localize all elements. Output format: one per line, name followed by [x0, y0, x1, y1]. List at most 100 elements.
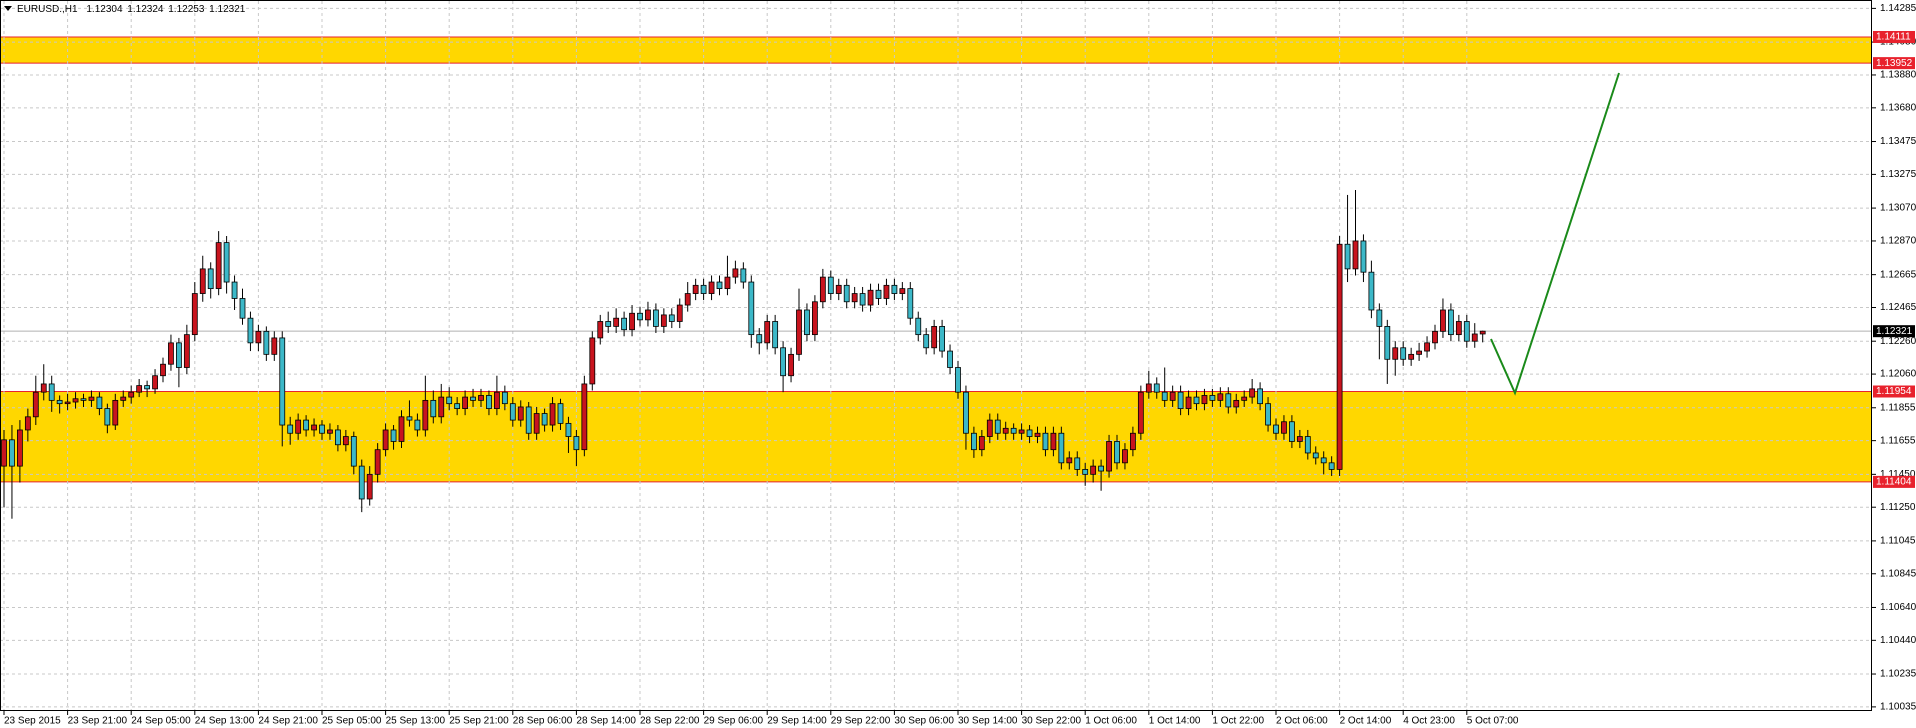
candle-body — [796, 309, 802, 355]
candle-body — [939, 326, 945, 352]
candle-body — [1122, 449, 1128, 464]
candle-body — [168, 342, 174, 365]
candle-body — [303, 419, 310, 431]
candle-body — [199, 268, 206, 294]
x-tick-label: 25 Sep 13:00 — [386, 716, 446, 727]
candle-body — [764, 321, 771, 344]
candle-body — [1082, 469, 1089, 475]
candle-body — [581, 383, 588, 451]
candle-body — [517, 406, 524, 421]
candle-body — [358, 465, 365, 500]
x-tick-label: 28 Sep 06:00 — [513, 716, 573, 727]
chart-header: EURUSD.,H1 1.12304 1.12324 1.12253 1.123… — [17, 4, 246, 15]
x-tick-label: 24 Sep 05:00 — [131, 716, 191, 727]
candle-body — [565, 422, 572, 437]
candle-body — [1281, 421, 1287, 434]
candle-body — [867, 289, 874, 306]
candle-body — [1098, 465, 1104, 472]
x-tick-label: 25 Sep 21:00 — [449, 716, 509, 727]
candle-body — [597, 321, 604, 339]
candle-body — [1050, 432, 1057, 451]
x-tick-label: 29 Sep 22:00 — [831, 716, 891, 727]
price-tag-label: 1.11404 — [1876, 477, 1912, 488]
candle-body — [971, 432, 977, 451]
candle-body — [843, 284, 850, 303]
candle-body — [327, 429, 333, 434]
candle-body — [160, 363, 166, 377]
candle-body — [478, 395, 484, 401]
zone — [0, 36, 1872, 64]
candle-body — [1106, 441, 1112, 472]
y-tick-label: 1.12465 — [1880, 302, 1916, 313]
candle-body — [748, 281, 755, 336]
symbol: EURUSD.,H1 — [17, 4, 78, 15]
y-tick-label: 1.11655 — [1880, 435, 1916, 446]
candle-body — [1360, 240, 1367, 273]
candle-body — [207, 268, 214, 290]
candle-body — [1018, 429, 1025, 434]
candle-body — [334, 429, 341, 446]
candle-body — [128, 391, 135, 398]
candle-body — [557, 403, 564, 424]
candle-body — [1217, 393, 1224, 401]
candle-body — [1289, 421, 1295, 442]
candle-body — [1249, 388, 1256, 398]
candle-body — [1, 439, 7, 467]
candle-body — [1177, 391, 1184, 409]
candle-body — [501, 391, 508, 405]
candle-body — [382, 429, 389, 451]
candle-body — [446, 396, 453, 405]
price-tag — [1873, 385, 1915, 398]
x-tick-label: 1 Oct 22:00 — [1212, 716, 1264, 727]
candle-body — [668, 314, 675, 322]
candle-body — [1114, 441, 1120, 464]
candle-body — [422, 399, 429, 431]
y-tick-label: 1.10440 — [1880, 635, 1916, 646]
candle-body — [1392, 347, 1399, 360]
y-tick-label: 1.10640 — [1880, 602, 1916, 613]
candle-body — [589, 337, 596, 385]
candle-body — [533, 413, 540, 434]
candle-body — [541, 413, 548, 426]
x-tick-label: 2 Oct 06:00 — [1276, 716, 1328, 727]
candle-body — [191, 293, 198, 336]
candle-body — [851, 293, 858, 303]
candle-body — [398, 416, 405, 442]
menu-arrow[interactable] — [4, 6, 12, 11]
candle-body — [64, 401, 71, 405]
candle-body — [772, 321, 779, 349]
y-tick-label: 1.13275 — [1880, 169, 1916, 180]
x-tick-label: 30 Sep 14:00 — [958, 716, 1018, 727]
y-tick-label: 1.12060 — [1880, 369, 1916, 380]
x-tick-label: 24 Sep 13:00 — [195, 716, 255, 727]
candle-body — [1137, 391, 1144, 434]
y-tick-label: 1.13070 — [1880, 203, 1916, 214]
candle-body — [708, 281, 715, 294]
candle-body — [231, 281, 238, 299]
candle-body — [1471, 333, 1478, 342]
candle-body — [430, 399, 437, 418]
candle-body — [1479, 330, 1486, 335]
candles-layer — [1, 190, 1486, 519]
candle-body — [1209, 395, 1216, 401]
axis-layer: 1.142851.140801.138801.136801.134751.132… — [3, 3, 1916, 727]
candle-body — [1074, 457, 1081, 470]
candle-body — [788, 353, 794, 377]
x-tick-label: 25 Sep 05:00 — [322, 716, 382, 727]
y-tick-label: 1.13680 — [1880, 102, 1916, 113]
candle-body — [509, 403, 516, 421]
candle-body — [1169, 391, 1176, 401]
candle-body — [637, 312, 643, 321]
y-tick-label: 1.12260 — [1880, 336, 1916, 347]
candle-body — [80, 398, 87, 401]
candle-body — [684, 293, 691, 306]
candle-body — [621, 317, 627, 331]
candle-body — [645, 309, 651, 321]
candle-body — [1066, 457, 1073, 464]
x-tick-label: 4 Oct 23:00 — [1403, 716, 1455, 727]
candle-body — [366, 473, 373, 500]
candle-body — [1130, 432, 1136, 451]
candle-body — [470, 396, 476, 401]
candle-body — [804, 309, 810, 336]
